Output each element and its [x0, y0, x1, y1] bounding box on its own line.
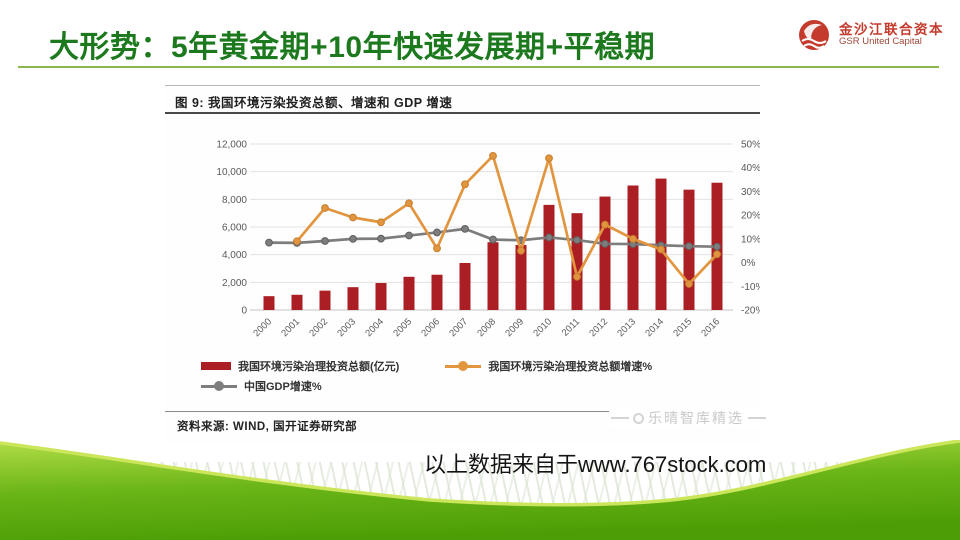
- svg-text:-20%: -20%: [741, 306, 760, 317]
- watermark-dash: [748, 417, 766, 419]
- legend-item-gdp: 中国GDP增速%: [201, 378, 322, 394]
- title-underline-decoration: [18, 66, 939, 68]
- svg-text:2007: 2007: [447, 316, 470, 339]
- svg-text:8,000: 8,000: [222, 195, 247, 206]
- legend-item-investment: 我国环境污染治理投资总额(亿元): [201, 358, 399, 374]
- figure-panel: 图 9: 我国环境污染投资总额、增速和 GDP 增速 12,000 10,000 8…: [165, 85, 768, 443]
- watermark-text: 乐晴智库精选: [648, 410, 744, 426]
- svg-text:12,000: 12,000: [216, 140, 247, 151]
- legend-row: 我国环境污染治理投资总额(亿元) 我国环境污染治理投资总额增速%: [201, 358, 760, 374]
- legend-label: 中国GDP增速%: [244, 381, 322, 393]
- legend-item-growth: 我国环境污染治理投资总额增速%: [445, 358, 652, 374]
- chart-legend: 我国环境污染治理投资总额(亿元) 我国环境污染治理投资总额增速% 中国GDP增速…: [201, 358, 760, 394]
- svg-text:2002: 2002: [307, 316, 330, 339]
- svg-text:2013: 2013: [615, 316, 638, 339]
- line-swatch-icon: [445, 361, 482, 371]
- svg-text:0: 0: [241, 306, 247, 317]
- combo-chart: 12,000 10,000 8,000 6,000 4,000 2,000 0 50% 40% 3…: [216, 140, 760, 340]
- svg-text:2006: 2006: [419, 316, 442, 339]
- green-swoosh-decoration: [0, 440, 960, 540]
- gsr-logo-icon: [799, 20, 829, 50]
- watermark: 乐晴智库精选: [609, 408, 768, 428]
- svg-text:2004: 2004: [363, 316, 386, 339]
- svg-text:2009: 2009: [503, 316, 526, 339]
- figure-source: 资料来源: WIND, 国开证券研究部: [165, 411, 760, 434]
- watermark-dash: [611, 417, 629, 419]
- svg-text:2010: 2010: [531, 316, 554, 339]
- line-swatch-icon: [201, 381, 237, 391]
- svg-text:2011: 2011: [560, 316, 582, 338]
- svg-text:2008: 2008: [475, 316, 498, 339]
- data-source-attribution: 以上数据来自于www.767stock.com: [424, 452, 767, 477]
- svg-text:2003: 2003: [335, 316, 358, 339]
- svg-text:2001: 2001: [279, 316, 302, 339]
- svg-text:-10%: -10%: [741, 282, 760, 293]
- svg-text:2000: 2000: [251, 316, 274, 339]
- figure-title: 图 9: 我国环境污染投资总额、增速和 GDP 增速: [165, 85, 760, 114]
- legend-row: 中国GDP增速%: [201, 378, 760, 394]
- svg-text:2014: 2014: [643, 316, 666, 339]
- svg-text:20%: 20%: [741, 211, 760, 222]
- watermark-sun-icon: [633, 412, 644, 424]
- logo-name-en: GSR United Capital: [839, 36, 922, 48]
- legend-label: 我国环境污染治理投资总额(亿元): [238, 361, 400, 373]
- legend-label: 我国环境污染治理投资总额增速%: [488, 361, 653, 373]
- page-title: 大形势：5年黄金期+10年快速发展期+平稳期: [49, 31, 656, 64]
- bar-swatch-icon: [201, 362, 231, 370]
- svg-text:0%: 0%: [741, 258, 756, 269]
- gsr-logo-text: 金沙江联合资本 GSR United Capital: [839, 22, 944, 48]
- svg-text:2,000: 2,000: [222, 278, 247, 289]
- svg-text:6,000: 6,000: [222, 223, 247, 234]
- svg-text:10%: 10%: [741, 234, 760, 245]
- svg-text:2012: 2012: [587, 316, 610, 339]
- svg-text:2016: 2016: [699, 316, 722, 339]
- svg-text:10,000: 10,000: [216, 167, 247, 178]
- logo-name-cn: 金沙江联合资本: [839, 21, 944, 37]
- svg-text:30%: 30%: [741, 187, 760, 198]
- gsr-logo: 金沙江联合资本 GSR United Capital: [796, 17, 944, 53]
- svg-text:50%: 50%: [741, 140, 760, 151]
- svg-text:2005: 2005: [391, 316, 414, 339]
- svg-text:2015: 2015: [671, 316, 694, 339]
- svg-text:4,000: 4,000: [222, 250, 247, 261]
- svg-text:40%: 40%: [741, 163, 760, 174]
